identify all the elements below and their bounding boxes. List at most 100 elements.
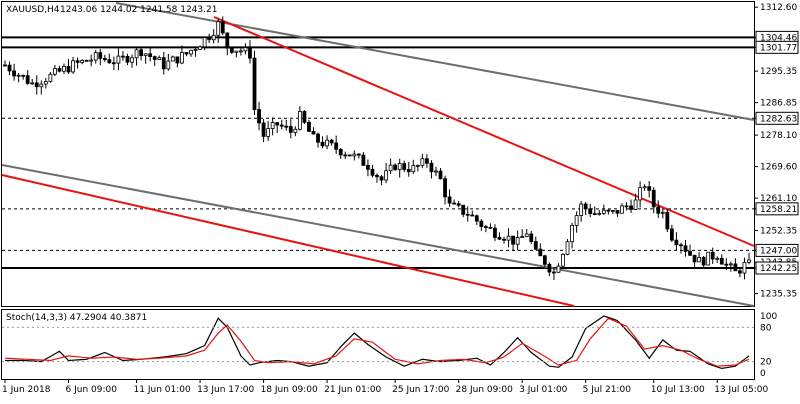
candle-body: [130, 57, 134, 63]
candle-body: [302, 111, 307, 123]
candle-body: [7, 64, 12, 72]
time-tick-label: 28 Jun 09:00: [456, 385, 513, 395]
stoch-label: Stoch(14,3,3) 47.2904 40.3871: [6, 313, 147, 323]
candle-body: [229, 47, 234, 53]
candle-body: [402, 163, 407, 170]
candle-body: [597, 212, 602, 215]
candle-body: [611, 210, 615, 212]
candle-body: [207, 37, 212, 41]
candle-body: [89, 59, 94, 62]
candle-body: [420, 158, 425, 166]
candle-body: [488, 226, 493, 229]
candle-body: [180, 52, 184, 64]
candle-body: [352, 153, 357, 157]
price-tick-box: [755, 111, 799, 125]
candle-body: [520, 236, 525, 239]
candle-body: [429, 162, 434, 173]
candle-body: [370, 168, 375, 176]
candle-body: [43, 81, 48, 85]
lower-gray-channel-line[interactable]: [1, 164, 755, 307]
candle-body: [220, 21, 225, 34]
candle-body: [16, 74, 21, 77]
candle-body: [456, 203, 461, 206]
candle-body: [552, 271, 556, 274]
candle-body: [121, 55, 125, 58]
candle-body: [738, 270, 742, 274]
price-tick-label: 1278.10: [760, 131, 797, 141]
candle-body: [406, 169, 411, 173]
price-tick-label: 1247.00: [760, 246, 797, 256]
candle-body: [375, 174, 379, 178]
price-tick-label: 1304.46: [760, 33, 797, 43]
candle-body: [411, 165, 416, 173]
candle-body: [683, 245, 688, 252]
time-tick: 11 Jun 01:00: [134, 379, 191, 395]
time-tick-label: 13 Jun 17:00: [197, 385, 254, 395]
candle-body: [66, 66, 71, 73]
candle-body: [393, 164, 398, 171]
price-tick-label: 1258.21: [760, 205, 797, 215]
candle-body: [157, 57, 162, 60]
candle-body: [606, 209, 611, 212]
price-tick: 1286.85: [754, 99, 797, 109]
candle-body: [570, 225, 574, 243]
candle-body: [184, 52, 189, 55]
candle-body: [175, 56, 180, 64]
candle-body: [320, 141, 325, 147]
lower-red-trendline[interactable]: [1, 174, 575, 307]
candle-body: [715, 257, 720, 260]
candle-body: [461, 204, 466, 215]
candle-body: [479, 220, 484, 227]
candle-body: [493, 227, 497, 238]
candle-body: [198, 46, 202, 50]
candle-body: [470, 214, 475, 217]
time-tick: 28 Jun 09:00: [456, 379, 513, 395]
candle-body: [447, 196, 452, 204]
candle-body: [642, 186, 647, 189]
candle-body: [515, 237, 520, 245]
time-tick: 25 Jun 17:00: [392, 379, 450, 395]
candle-body: [275, 122, 280, 126]
candle-body: [21, 74, 26, 77]
symbol-label: XAUUSD,H4: [6, 5, 60, 15]
candle-body: [12, 70, 16, 77]
candle-body: [34, 82, 39, 88]
time-tick-label: 11 Jun 01:00: [134, 385, 191, 395]
upper-red-trendline[interactable]: [213, 16, 755, 247]
candle-body: [107, 59, 112, 64]
time-axis: 1 Jun 2018 6 Jun 09:00 11 Jun 01:00 13 Jun …: [2, 379, 768, 395]
candle-body: [316, 133, 320, 143]
time-tick-label: 3 Jul 01:00: [519, 385, 568, 395]
candle-body: [388, 164, 393, 172]
candle-body: [583, 203, 588, 210]
candle-body: [325, 139, 329, 147]
time-tick-label: 25 Jun 17:00: [392, 385, 449, 395]
candle-body: [216, 21, 221, 36]
price-tick: 1295.35: [754, 67, 797, 77]
time-tick: 5 Jul 21:00: [583, 379, 631, 395]
candle-body: [542, 255, 547, 265]
candle-body: [75, 60, 80, 63]
stoch-main-line: [5, 315, 750, 370]
candle-body: [474, 215, 479, 222]
time-tick: 21 Jun 01:00: [324, 379, 382, 395]
candle-body: [152, 56, 157, 60]
price-tick: 1269.60: [754, 163, 797, 173]
stochastic-lines: [2, 315, 754, 370]
price-tick-label: 1242.25: [760, 264, 797, 274]
candle-body: [588, 208, 593, 214]
price-tick-box: [755, 261, 799, 275]
price-tick-label: 1312.60: [760, 3, 797, 13]
candle-body: [139, 49, 143, 57]
candle-body: [62, 66, 66, 72]
price-tick-label: 1301.77: [760, 43, 797, 53]
time-tick: 13 Jul 05:00: [714, 379, 768, 395]
stoch-tick-label: 100: [760, 312, 777, 322]
candle-body: [629, 205, 633, 210]
candle-body: [701, 257, 706, 266]
ohlc-values: 1243.06 1244.02 1241.58 1243.21: [60, 5, 217, 15]
price-tick: 1282.63: [754, 111, 799, 125]
